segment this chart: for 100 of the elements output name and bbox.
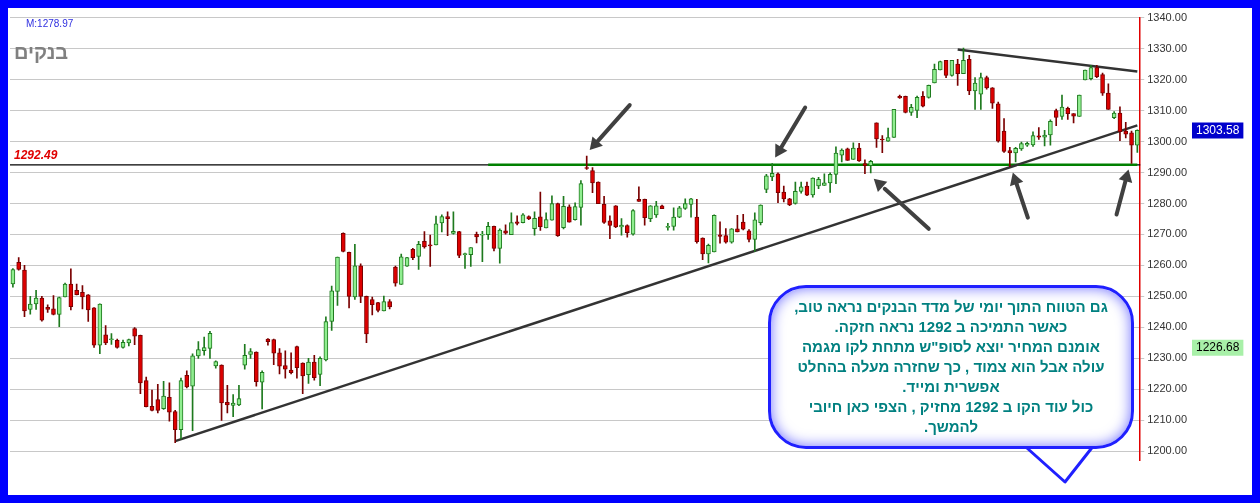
candlestick [161,380,166,410]
candlestick [254,351,259,387]
y-tick-label: 1260.00 [1147,258,1187,271]
candlestick [1048,119,1053,146]
y-tick-label: 1250.00 [1147,289,1187,302]
y-tick-label: 1320.00 [1147,72,1187,85]
candlestick [566,204,572,223]
candlestick [590,167,595,193]
candlestick [879,135,885,153]
candlestick [793,181,798,205]
candlestick [80,285,85,310]
candlestick [926,84,932,99]
candlestick [729,228,734,244]
y-tick-label: 1240.00 [1147,320,1187,333]
candlestick [706,243,711,264]
candlestick [1007,147,1013,167]
candlestick [282,350,288,379]
candlestick [1071,113,1076,124]
candlestick [903,95,908,114]
text: בנקים [14,41,69,64]
candlestick [248,348,253,359]
y-tick-label: 1230.00 [1147,351,1187,364]
candlestick [45,304,51,313]
candlestick [109,333,114,345]
candlestick [717,221,723,244]
candlestick [561,196,566,230]
y-tick-label: 1290.00 [1147,165,1187,178]
candlestick [167,382,172,422]
candlestick [955,59,960,86]
candlestick [1135,129,1140,153]
candlestick [648,205,653,223]
ref-line-label: 1292.49 [14,148,58,163]
candlestick [16,257,22,271]
candlestick [700,237,705,260]
candlestick [1013,147,1018,163]
candlestick [932,63,937,84]
y-tick-label: 1340.00 [1147,10,1187,23]
candlestick [984,75,989,90]
candlestick [1036,127,1042,140]
candlestick [1106,83,1111,110]
candlestick [769,163,775,181]
candlestick [1019,141,1024,151]
candlestick [787,197,792,206]
candlestick [306,358,311,384]
candlestick [451,211,456,235]
candlestick [758,204,763,226]
candlestick [387,299,392,310]
candlestick [845,147,850,161]
candlestick [1042,130,1047,147]
candlestick [335,256,340,306]
candlestick [642,198,647,226]
candlestick [393,265,398,287]
annotation: גם הטווח התוך יומי של מדד הבנקים נראה טוב, כאשר התמיכה ב 1292 נראה חזקה. אומנם המחיר יוצא לסופ"ש מתחת לקו מגמה עולה אבל הוא צמוד , כך שחזרה מעלה בהחלט אפשרית ומייד. כול עוד הקו ב 1292 מחזיק , הצפי כאן חיובי להמשך. [794,297,1108,437]
candlestick [190,353,195,431]
candlestick [1129,130,1134,164]
y-tick-label: 1210.00 [1147,413,1187,426]
candlestick [138,334,143,395]
candlestick [1100,72,1105,96]
candlestick [219,364,224,421]
y-tick-label: 1310.00 [1147,103,1187,116]
candlestick [613,205,619,228]
candlestick [103,325,108,346]
y-tick-label: 1300.00 [1147,134,1187,147]
candlestick [677,205,682,219]
candlestick [1077,94,1082,117]
candlestick [196,341,201,359]
candlestick [851,142,856,160]
candlestick [671,207,676,231]
candlestick [277,348,282,375]
annotation: M:1278.97 [26,18,74,30]
candlestick [816,177,821,189]
text: 1226.68 [1196,339,1240,354]
candlestick [74,283,79,296]
candlestick [862,159,868,175]
candlestick [990,87,995,109]
candlestick [532,211,537,236]
y-tick-label: 1220.00 [1147,382,1187,395]
candlestick [509,212,514,236]
candlestick [132,327,137,346]
y-tick-label: 1200.00 [1147,444,1187,457]
candlestick [329,285,335,331]
candlestick [961,47,966,74]
candlestick [480,231,485,263]
candlestick [416,240,421,270]
candlestick [538,191,543,231]
candlestick [874,122,879,148]
candlestick [503,224,508,235]
y-tick-label: 1280.00 [1147,196,1187,209]
y-tick-label: 1330.00 [1147,41,1187,54]
candlestick [51,295,56,316]
candlestick [445,211,450,237]
candlestick [22,265,27,317]
candlestick [358,263,363,303]
candlestick [422,231,427,249]
candlestick [822,173,827,186]
candlestick [636,186,642,202]
candlestick [474,231,479,244]
candlestick [427,234,433,267]
candlestick [225,384,230,414]
y-tick-label: 1270.00 [1147,227,1187,240]
